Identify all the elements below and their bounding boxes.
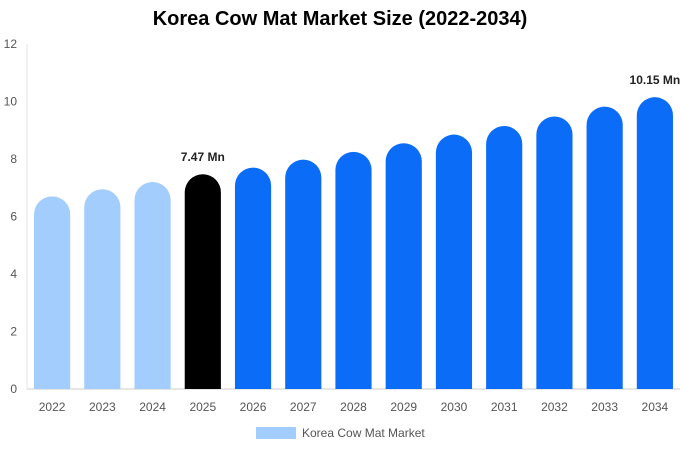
y-tick-label: 4 xyxy=(10,267,17,281)
data-labels-group: 7.47 Mn 10.15 Mn xyxy=(181,73,680,164)
x-tick-label: 2031 xyxy=(491,400,518,414)
legend-swatch xyxy=(256,427,296,439)
bar-2032 xyxy=(536,116,573,389)
bar-2028 xyxy=(335,151,372,389)
x-tick-label: 2023 xyxy=(89,400,116,414)
bar-2027 xyxy=(285,159,322,389)
x-tick-label: 2034 xyxy=(642,400,669,414)
x-tick-label: 2033 xyxy=(591,400,618,414)
legend: Korea Cow Mat Market xyxy=(256,425,425,441)
x-tick-label: 2022 xyxy=(39,400,66,414)
y-tick-label: 12 xyxy=(4,37,18,51)
bars-group xyxy=(34,97,673,390)
bar-2030 xyxy=(435,134,473,389)
bar-2034 xyxy=(636,97,673,389)
x-tick-label: 2025 xyxy=(189,400,216,414)
x-tick-label: 2028 xyxy=(340,400,367,414)
x-tick-label: 2030 xyxy=(441,400,468,414)
legend-label: Korea Cow Mat Market xyxy=(302,426,425,440)
bar-2025 xyxy=(184,174,221,389)
data-label-2034: 10.15 Mn xyxy=(630,73,680,87)
y-tick-label: 2 xyxy=(10,325,17,339)
y-tick-label: 0 xyxy=(10,382,17,396)
y-tick-label: 6 xyxy=(10,210,17,224)
bar-2033 xyxy=(586,106,623,389)
bar-2023 xyxy=(84,189,121,389)
bar-2026 xyxy=(234,167,272,389)
bar-2022 xyxy=(34,196,71,389)
chart-title: Korea Cow Mat Market Size (2022-2034) xyxy=(152,8,528,30)
x-tick-label: 2032 xyxy=(541,400,568,414)
y-axis-ticks: 0 2 4 6 8 10 12 xyxy=(4,37,18,396)
x-tick-label: 2026 xyxy=(240,400,267,414)
x-axis-ticks: 2022 2023 2024 2025 2026 2027 2028 2029 2030 2031… xyxy=(39,400,669,414)
bar-2024 xyxy=(134,182,171,389)
y-tick-label: 10 xyxy=(4,95,18,109)
bar-2029 xyxy=(385,143,422,389)
bar-2031 xyxy=(486,125,523,390)
data-label-2025: 7.47 Mn xyxy=(181,150,225,164)
x-tick-label: 2024 xyxy=(139,400,166,414)
y-tick-label: 8 xyxy=(10,152,17,166)
x-tick-label: 2029 xyxy=(390,400,417,414)
x-tick-label: 2027 xyxy=(290,400,317,414)
